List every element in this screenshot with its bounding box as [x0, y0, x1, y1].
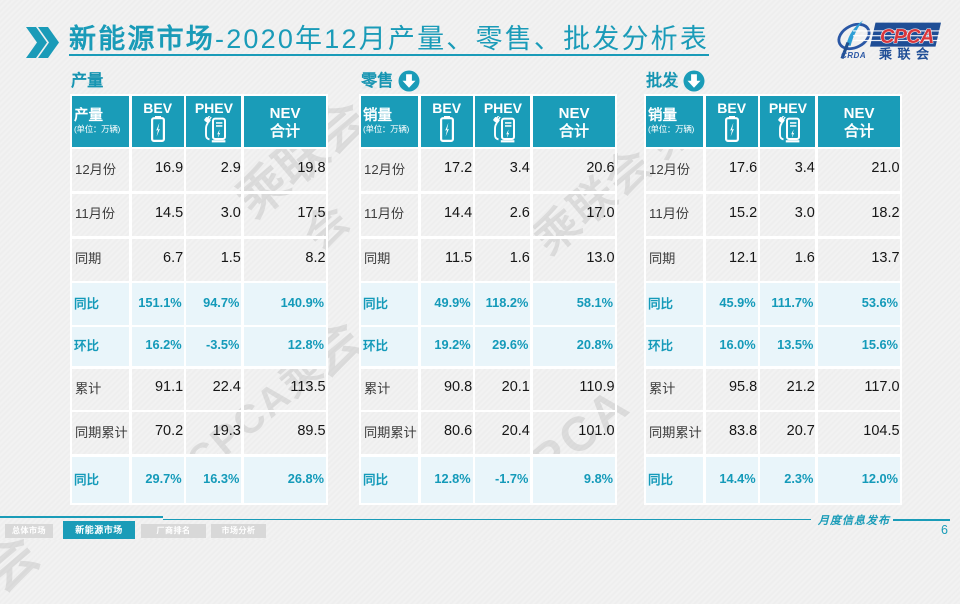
- svg-text:CRDA: CRDA: [841, 51, 866, 60]
- svg-text:CPCA: CPCA: [880, 26, 933, 48]
- svg-text:乘联会: 乘联会: [878, 47, 935, 62]
